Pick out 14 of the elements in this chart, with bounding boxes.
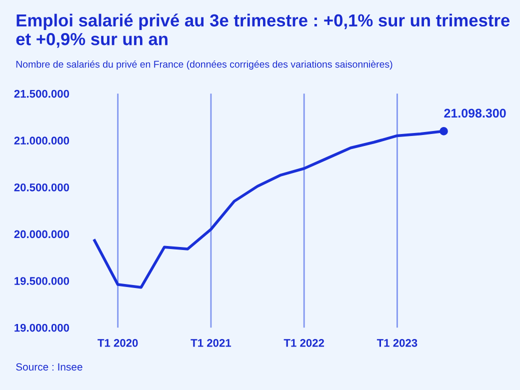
y-tick-label: 20.500.000 bbox=[14, 183, 70, 192]
y-tick-label: 19.500.000 bbox=[14, 277, 70, 285]
y-tick-label: 20.000.000 bbox=[14, 230, 70, 238]
x-tick-label: T1 2023 bbox=[376, 339, 418, 347]
y-tick-label: 21.500.000 bbox=[14, 90, 70, 98]
source-note: Source : Insee bbox=[16, 363, 82, 371]
x-tick-label: T1 2022 bbox=[284, 339, 324, 347]
y-tick-label: 19.000.000 bbox=[14, 324, 70, 332]
data-label: 21.098.300 bbox=[444, 108, 506, 118]
x-tick-label: T1 2021 bbox=[190, 339, 232, 347]
x-tick-label: T1 2020 bbox=[98, 339, 138, 347]
y-tick-label: 21.000.000 bbox=[14, 136, 70, 145]
chart-title: Emploi salarié privé au 3e trimestre : +0,1% sur un trimestre et +0,9% sur un an bbox=[16, 14, 510, 48]
chart-subtitle: Nombre de salariés du privé en France (données corrigées des variations saisonnières) bbox=[16, 60, 392, 70]
